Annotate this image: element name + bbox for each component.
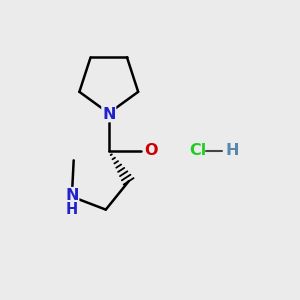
Text: N: N <box>65 188 79 203</box>
Text: H: H <box>225 143 238 158</box>
Text: O: O <box>144 143 158 158</box>
Text: Cl: Cl <box>190 143 207 158</box>
Text: N: N <box>102 106 116 122</box>
Text: H: H <box>66 202 78 217</box>
